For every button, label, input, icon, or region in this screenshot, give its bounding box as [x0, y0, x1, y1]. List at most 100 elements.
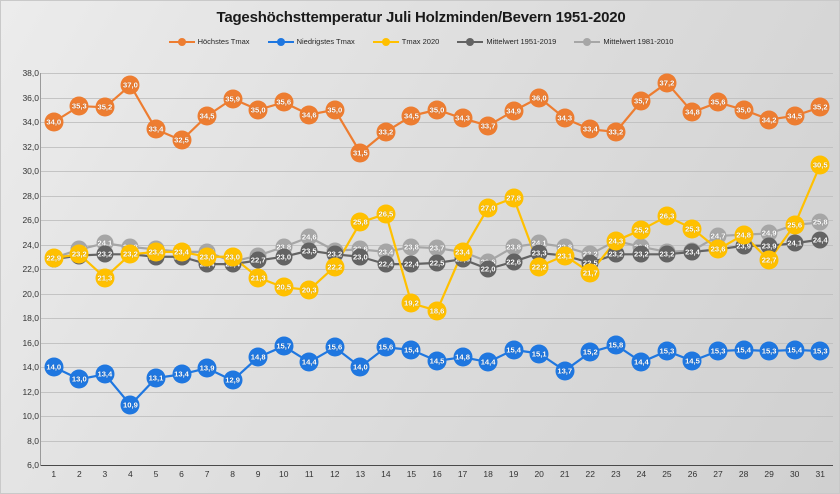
data-point-marker[interactable]: [376, 337, 396, 357]
data-point-marker[interactable]: [401, 106, 421, 126]
data-point-marker[interactable]: [785, 215, 805, 235]
data-point-marker[interactable]: [274, 92, 294, 112]
data-point-marker[interactable]: [120, 75, 140, 95]
data-point-marker[interactable]: [376, 122, 396, 142]
data-point-marker[interactable]: [555, 246, 575, 266]
legend-item-4[interactable]: Mittelwert 1981-2010: [574, 37, 673, 46]
data-point-marker[interactable]: [580, 342, 600, 362]
data-point-marker[interactable]: [95, 97, 115, 117]
data-point-marker[interactable]: [69, 244, 89, 264]
data-point-marker[interactable]: [453, 108, 473, 128]
data-point-marker[interactable]: [555, 361, 575, 381]
data-point-marker[interactable]: [69, 96, 89, 116]
data-point-marker[interactable]: [760, 237, 778, 255]
data-point-marker[interactable]: [658, 245, 676, 263]
data-point-marker[interactable]: [44, 248, 64, 268]
data-point-marker[interactable]: [402, 238, 420, 256]
data-point-marker[interactable]: [350, 212, 370, 232]
data-point-marker[interactable]: [172, 242, 192, 262]
data-point-marker[interactable]: [428, 239, 446, 257]
legend-item-1[interactable]: Niedrigstes Tmax: [267, 37, 355, 46]
data-point-marker[interactable]: [69, 369, 89, 389]
data-point-marker[interactable]: [810, 341, 830, 361]
data-point-marker[interactable]: [300, 228, 318, 246]
legend-item-3[interactable]: Mittelwert 1951-2019: [457, 37, 556, 46]
legend-item-0[interactable]: Höchstes Tmax: [168, 37, 250, 46]
data-point-marker[interactable]: [274, 336, 294, 356]
data-point-marker[interactable]: [299, 352, 319, 372]
data-point-marker[interactable]: [657, 206, 677, 226]
data-point-marker[interactable]: [504, 101, 524, 121]
data-point-marker[interactable]: [657, 341, 677, 361]
data-point-marker[interactable]: [96, 245, 114, 263]
legend-item-2[interactable]: Tmax 2020: [372, 37, 439, 46]
data-point-marker[interactable]: [146, 368, 166, 388]
data-point-marker[interactable]: [631, 91, 651, 111]
data-point-marker[interactable]: [146, 242, 166, 262]
data-point-marker[interactable]: [478, 198, 498, 218]
data-point-marker[interactable]: [428, 254, 446, 272]
data-point-marker[interactable]: [606, 335, 626, 355]
data-point-marker[interactable]: [95, 364, 115, 384]
data-point-marker[interactable]: [44, 357, 64, 377]
data-point-marker[interactable]: [786, 234, 804, 252]
data-point-marker[interactable]: [631, 220, 651, 240]
data-point-marker[interactable]: [734, 340, 754, 360]
data-point-marker[interactable]: [44, 112, 64, 132]
data-point-marker[interactable]: [248, 268, 268, 288]
data-point-marker[interactable]: [759, 341, 779, 361]
data-point-marker[interactable]: [453, 242, 473, 262]
data-point-marker[interactable]: [325, 257, 345, 277]
data-point-marker[interactable]: [682, 219, 702, 239]
data-point-marker[interactable]: [427, 100, 447, 120]
data-point-marker[interactable]: [632, 245, 650, 263]
data-point-marker[interactable]: [453, 347, 473, 367]
data-point-marker[interactable]: [478, 352, 498, 372]
data-point-marker[interactable]: [479, 260, 497, 278]
data-point-marker[interactable]: [505, 238, 523, 256]
data-point-marker[interactable]: [120, 244, 140, 264]
data-point-marker[interactable]: [734, 225, 754, 245]
data-point-marker[interactable]: [248, 347, 268, 367]
data-point-marker[interactable]: [299, 280, 319, 300]
data-point-marker[interactable]: [529, 88, 549, 107]
data-point-marker[interactable]: [248, 100, 268, 120]
data-point-marker[interactable]: [607, 245, 625, 263]
data-point-marker[interactable]: [197, 358, 217, 378]
data-point-marker[interactable]: [299, 105, 319, 125]
data-point-marker[interactable]: [810, 97, 830, 117]
data-point-marker[interactable]: [350, 143, 370, 163]
data-point-marker[interactable]: [350, 357, 370, 377]
data-point-marker[interactable]: [631, 352, 651, 372]
data-point-marker[interactable]: [325, 100, 345, 120]
data-point-marker[interactable]: [274, 277, 294, 297]
data-point-marker[interactable]: [580, 119, 600, 139]
data-point-marker[interactable]: [657, 73, 677, 93]
data-point-marker[interactable]: [810, 155, 830, 175]
data-point-marker[interactable]: [351, 248, 369, 266]
data-point-marker[interactable]: [377, 255, 395, 273]
data-point-marker[interactable]: [427, 301, 447, 321]
data-point-marker[interactable]: [734, 100, 754, 120]
data-point-marker[interactable]: [505, 253, 523, 271]
data-point-marker[interactable]: [580, 263, 600, 283]
data-point-marker[interactable]: [249, 251, 267, 269]
data-point-marker[interactable]: [401, 340, 421, 360]
data-point-marker[interactable]: [402, 255, 420, 273]
data-point-marker[interactable]: [708, 239, 728, 259]
data-point-marker[interactable]: [708, 92, 728, 112]
data-point-marker[interactable]: [197, 247, 217, 267]
data-point-marker[interactable]: [172, 130, 192, 150]
data-point-marker[interactable]: [427, 351, 447, 371]
data-point-marker[interactable]: [682, 351, 702, 371]
data-point-marker[interactable]: [223, 370, 243, 390]
data-point-marker[interactable]: [223, 89, 243, 109]
data-point-marker[interactable]: [708, 341, 728, 361]
data-point-marker[interactable]: [811, 231, 829, 249]
data-point-marker[interactable]: [555, 108, 575, 128]
data-point-marker[interactable]: [606, 122, 626, 142]
data-point-marker[interactable]: [759, 110, 779, 130]
data-point-marker[interactable]: [785, 106, 805, 126]
data-point-marker[interactable]: [759, 250, 779, 270]
data-point-marker[interactable]: [275, 248, 293, 266]
